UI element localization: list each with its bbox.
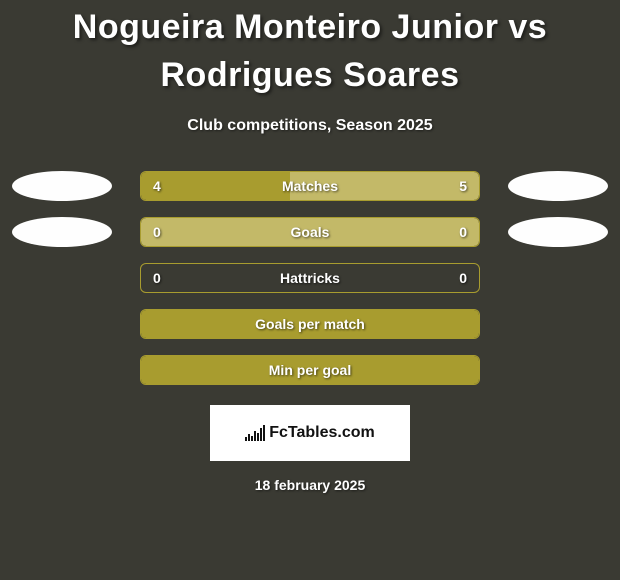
stat-label: Min per goal bbox=[269, 362, 351, 378]
spacer bbox=[508, 355, 608, 385]
player-left-marker bbox=[12, 171, 112, 201]
stats-list: 4 Matches 5 0 Goals 0 0 Hattricks 0 bbox=[0, 171, 620, 385]
stat-value-left: 0 bbox=[153, 224, 161, 240]
logo-text: FcTables.com bbox=[269, 424, 375, 442]
stat-value-right: 5 bbox=[459, 178, 467, 194]
bar-fill-left bbox=[141, 172, 290, 200]
spacer bbox=[12, 309, 112, 339]
spacer bbox=[508, 309, 608, 339]
fctables-logo[interactable]: FcTables.com bbox=[210, 405, 410, 461]
stat-row-goals-per-match: Goals per match bbox=[0, 309, 620, 339]
spacer bbox=[508, 263, 608, 293]
stat-row-hattricks: 0 Hattricks 0 bbox=[0, 263, 620, 293]
logo-inner: FcTables.com bbox=[245, 424, 375, 442]
spacer bbox=[12, 355, 112, 385]
stat-label: Goals per match bbox=[255, 316, 365, 332]
stat-bar: 0 Goals 0 bbox=[140, 217, 480, 247]
stat-row-min-per-goal: Min per goal bbox=[0, 355, 620, 385]
stat-value-right: 0 bbox=[459, 224, 467, 240]
stat-bar: Goals per match bbox=[140, 309, 480, 339]
stat-value-left: 0 bbox=[153, 270, 161, 286]
stat-bar: Min per goal bbox=[140, 355, 480, 385]
stat-label: Matches bbox=[282, 178, 338, 194]
stat-value-right: 0 bbox=[459, 270, 467, 286]
stat-row-goals: 0 Goals 0 bbox=[0, 217, 620, 247]
subtitle: Club competitions, Season 2025 bbox=[0, 117, 620, 135]
date-label: 18 february 2025 bbox=[0, 477, 620, 493]
stat-value-left: 4 bbox=[153, 178, 161, 194]
page-title: Nogueira Monteiro Junior vs Rodrigues So… bbox=[0, 4, 620, 99]
stat-label: Hattricks bbox=[280, 270, 340, 286]
stat-bar: 4 Matches 5 bbox=[140, 171, 480, 201]
comparison-infographic: Nogueira Monteiro Junior vs Rodrigues So… bbox=[0, 0, 620, 580]
logo-bars-icon bbox=[245, 425, 265, 441]
spacer bbox=[12, 263, 112, 293]
player-left-marker bbox=[12, 217, 112, 247]
player-right-marker bbox=[508, 217, 608, 247]
player-right-marker bbox=[508, 171, 608, 201]
stat-label: Goals bbox=[291, 224, 330, 240]
stat-bar: 0 Hattricks 0 bbox=[140, 263, 480, 293]
stat-row-matches: 4 Matches 5 bbox=[0, 171, 620, 201]
